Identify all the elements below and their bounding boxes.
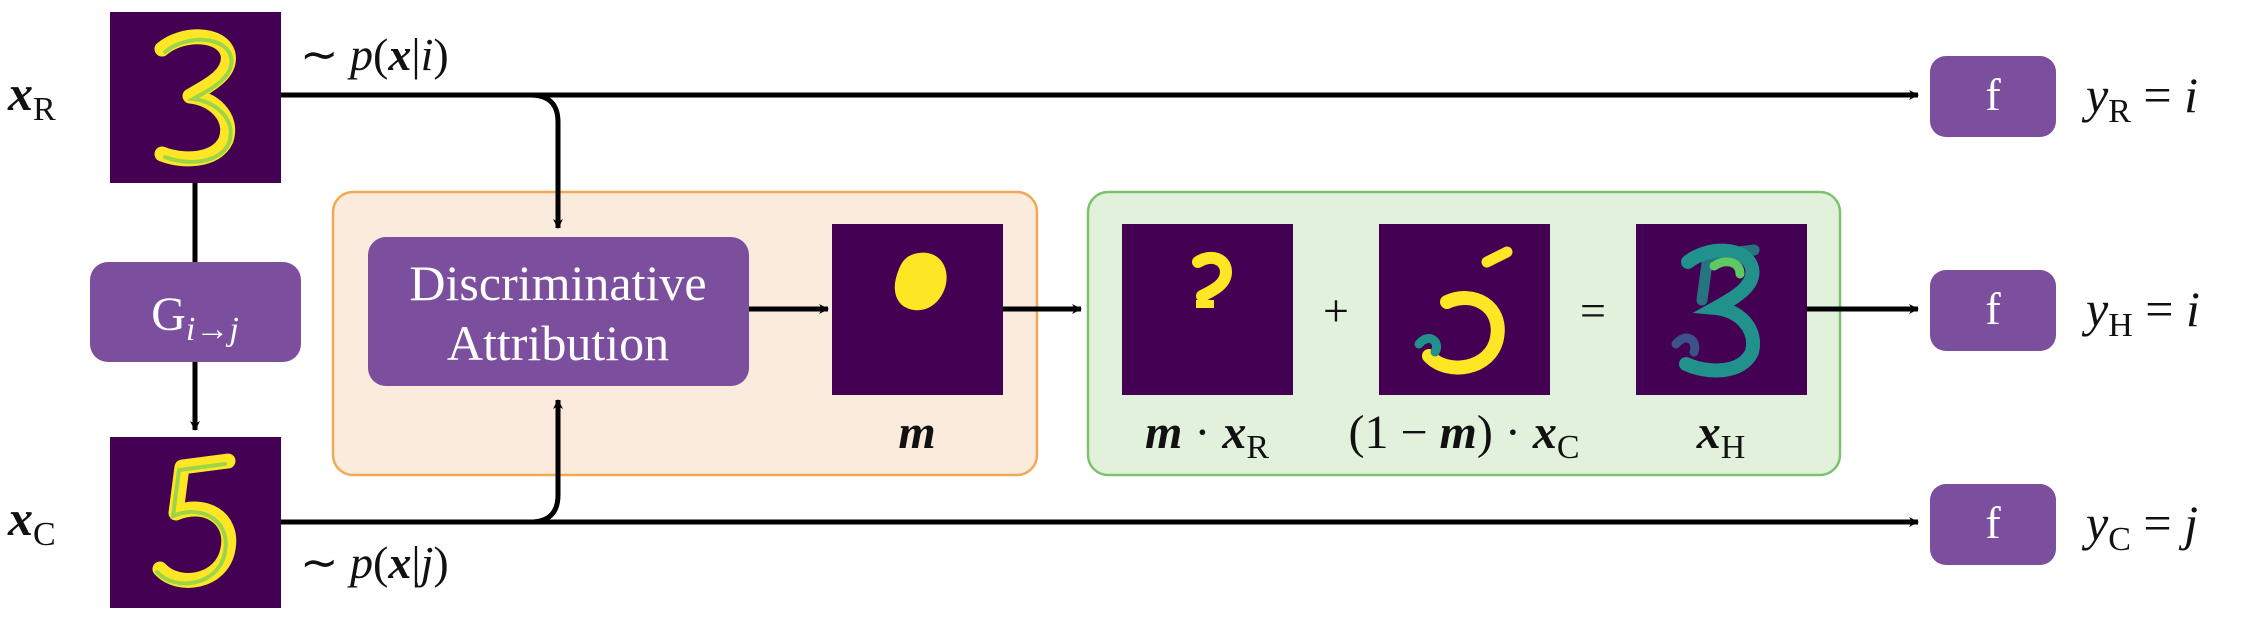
- label-output-counterfactual: yC = j: [2081, 495, 2198, 558]
- label-x-real: xR: [7, 65, 56, 128]
- discriminative-attribution-line1: Discriminative: [409, 255, 706, 311]
- arrow-counterfactual-to-attribution: [529, 399, 563, 525]
- classifier-box-real: [1930, 56, 2056, 137]
- label-mask: m: [898, 406, 935, 459]
- classifier-label-counterfactual: f: [1985, 497, 2001, 548]
- masked-real-image: [1122, 224, 1293, 395]
- generator-label: Gi→j: [151, 288, 239, 348]
- real-image: [110, 12, 281, 183]
- classifier-box-counterfactual: [1930, 484, 2056, 565]
- label-hybrid: xH: [1696, 406, 1746, 466]
- connectors: [190, 90, 1919, 527]
- discriminative-attribution-line2: Attribution: [447, 315, 669, 371]
- classifier-box-hybrid: [1930, 270, 2056, 351]
- label-masked-real: m · xR: [1145, 406, 1269, 466]
- hybrid-image: [1636, 224, 1807, 395]
- label-masked-counterfactual: (1 − m) · xC: [1348, 406, 1579, 466]
- masked-counterfactual-image: [1379, 224, 1550, 395]
- digit-five-edge: [155, 462, 228, 586]
- equals-operator: =: [1580, 285, 1606, 336]
- mask-image: [832, 224, 1003, 395]
- label-x-counterfactual: xC: [7, 490, 56, 553]
- counterfactual-image: [110, 437, 281, 608]
- discriminative-attribution-box: [368, 237, 749, 386]
- plus-operator: +: [1323, 285, 1349, 336]
- generator-box: [90, 262, 301, 362]
- arrow-real-to-attribution: [529, 92, 563, 229]
- digit-five-stroke: [152, 453, 237, 588]
- label-dist-counterfactual: ∼ p(x|j): [300, 537, 449, 588]
- label-output-real: yR = i: [2081, 67, 2198, 130]
- label-output-hybrid: yH = i: [2081, 281, 2200, 344]
- mask-blob: [894, 252, 947, 311]
- classifier-label-real: f: [1985, 69, 2001, 120]
- label-dist-real: ∼ p(x|i): [300, 29, 449, 80]
- classifier-label-hybrid: f: [1985, 283, 2001, 334]
- digit-three-edge: [163, 37, 234, 164]
